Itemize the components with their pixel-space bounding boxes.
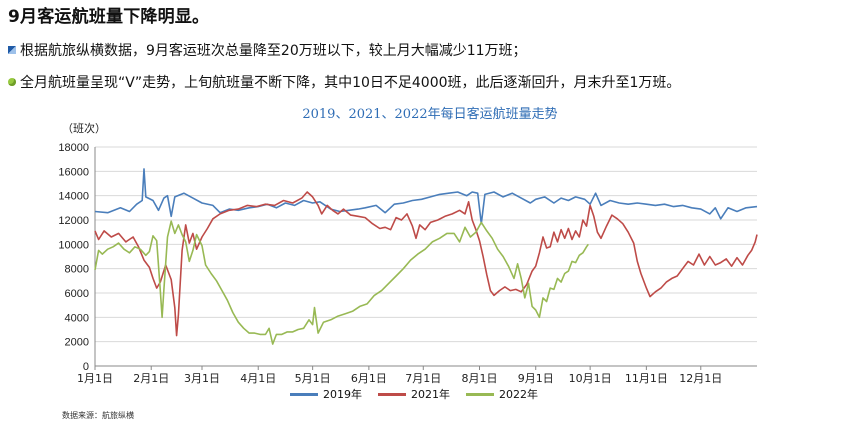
legend-swatch-2022 <box>466 392 494 396</box>
axes: 0 2000 4000 6000 8000 10000 12000 14000 16000 180… <box>58 142 757 385</box>
legend-item-2021: 2021年 <box>378 386 450 402</box>
grid-lines <box>95 146 757 343</box>
y-tick-label: 10000 <box>58 239 89 251</box>
x-tick-label: 4月1日 <box>240 372 276 385</box>
series-line-2019年 <box>94 168 758 225</box>
y-tick-label: 2000 <box>65 337 89 349</box>
legend-label-2022: 2022年 <box>499 388 538 401</box>
x-tick-label: 5月1日 <box>295 372 331 385</box>
y-tick-label: 14000 <box>58 191 89 203</box>
x-tick-label: 3月1日 <box>184 372 220 385</box>
y-axis-unit-label: （班次） <box>62 122 106 135</box>
x-tick-label: 11月1日 <box>625 372 668 385</box>
chart-title: 2019、2021、2022年每日客运航班量走势 <box>302 107 558 122</box>
green-dot-icon <box>8 78 16 86</box>
x-tick-label: 2月1日 <box>133 372 169 385</box>
legend: 2019年 2021年 2022年 <box>290 386 538 402</box>
x-tick-label: 12月1日 <box>679 372 722 385</box>
series-line-2021年 <box>94 191 758 337</box>
legend-label-2021: 2021年 <box>411 388 450 401</box>
y-tick-label: 18000 <box>58 142 89 154</box>
legend-swatch-2019 <box>290 392 318 396</box>
legend-swatch-2021 <box>378 392 406 396</box>
legend-item-2019: 2019年 <box>290 386 362 402</box>
x-tick-label: 10月1日 <box>569 372 612 385</box>
y-tick-label: 0 <box>83 361 89 373</box>
y-tick-label: 8000 <box>65 264 89 276</box>
x-tick-label: 1月1日 <box>77 372 113 385</box>
bullet-summary-1: 根据航旅纵横数据，9月客运班次总量降至20万班以下，较上月大幅减少11万班； <box>8 40 527 60</box>
bullet-summary-2: 全月航班量呈现“V”走势，上旬航班量不断下降，其中10日不足4000班，此后逐渐… <box>8 72 680 92</box>
legend-label-2019: 2019年 <box>323 388 362 401</box>
headline: 9月客运航班量下降明显。 <box>8 7 210 27</box>
series-lines <box>94 168 758 345</box>
legend-item-2022: 2022年 <box>466 386 538 402</box>
y-tick-label: 6000 <box>65 288 89 300</box>
x-tick-label: 9月1日 <box>518 372 554 385</box>
y-tick-label: 16000 <box>58 166 89 178</box>
y-tick-label: 4000 <box>65 312 89 324</box>
bullet-text-1: 根据航旅纵横数据，9月客运班次总量降至20万班以下，较上月大幅减少11万班； <box>20 43 527 59</box>
y-tick-label: 12000 <box>58 215 89 227</box>
x-tick-label: 8月1日 <box>462 372 498 385</box>
bullet-text-2: 全月航班量呈现“V”走势，上旬航班量不断下降，其中10日不足4000班，此后逐渐… <box>20 75 681 91</box>
series-line-2022年 <box>94 220 589 345</box>
flag-icon <box>8 46 16 54</box>
x-tick-label: 7月1日 <box>405 372 441 385</box>
data-source-note: 数据来源：航旅纵横 <box>62 411 134 420</box>
x-tick-label: 6月1日 <box>351 372 387 385</box>
